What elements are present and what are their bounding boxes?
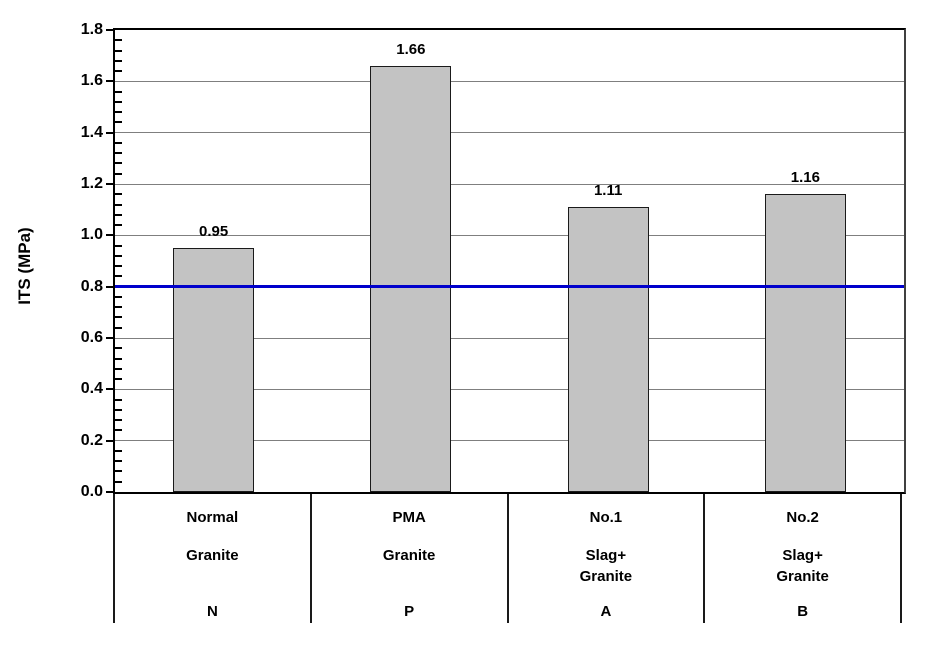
axis-tick	[115, 367, 122, 370]
axis-tick	[115, 203, 122, 206]
category-group-label: PMA	[392, 509, 426, 526]
axis-tick	[115, 224, 122, 227]
y-tick-label: 1.2	[80, 175, 103, 192]
axis-tick	[115, 244, 122, 247]
axis-tick	[115, 152, 122, 155]
axis-tick	[115, 49, 122, 52]
axis-tick	[115, 398, 122, 401]
axis-tick	[115, 378, 122, 381]
y-tick-label: 1.0	[80, 226, 103, 244]
axis-tick	[115, 306, 122, 309]
axis-tick	[106, 131, 115, 134]
axis-tick	[106, 439, 115, 442]
gridline	[115, 132, 904, 134]
axis-tick	[115, 141, 122, 144]
axis-tick	[115, 460, 122, 463]
axis-tick	[115, 419, 122, 422]
axis-tick	[115, 347, 122, 350]
axis-tick	[115, 70, 122, 73]
y-tick-label: 0.4	[80, 380, 103, 398]
axis-tick	[115, 162, 122, 165]
category-code-label: B	[797, 603, 809, 620]
axis-tick	[115, 121, 122, 124]
y-axis-title: ITS (MPa)	[15, 227, 34, 305]
axis-tick	[115, 172, 122, 175]
category-material-label: Granite	[382, 547, 436, 564]
axis-tick	[115, 193, 122, 196]
category-code-label: P	[404, 603, 415, 620]
y-tick-label: 0.6	[80, 329, 103, 346]
category-column-b: No.2 Slag+ Granite B	[705, 494, 900, 623]
x-axis-category-table: Normal Granite N PMA Granite P No.1 Slag…	[113, 494, 902, 623]
y-tick-label: 0.2	[80, 431, 103, 449]
reference-line	[115, 285, 904, 289]
bar-normal-granite[interactable]	[173, 248, 255, 492]
axis-tick	[106, 491, 115, 493]
axis-tick	[115, 254, 122, 257]
axis-tick	[115, 449, 122, 452]
axis-tick	[115, 265, 122, 268]
axis-tick	[115, 100, 122, 103]
axis-tick	[115, 295, 122, 298]
axis-tick	[106, 80, 115, 83]
bar-no1-slag-granite[interactable]	[567, 207, 649, 492]
axis-tick	[106, 183, 115, 185]
axis-tick	[115, 316, 122, 319]
bar-value-label: 1.16	[790, 169, 820, 187]
y-tick-label: 1.4	[80, 123, 103, 141]
gridline	[115, 388, 904, 390]
bar-no2-slag-granite[interactable]	[764, 194, 846, 492]
y-tick-label: 1.6	[80, 72, 103, 90]
axis-tick	[106, 285, 115, 288]
y-tick-label: 0.0	[80, 483, 103, 500]
axis-tick	[106, 234, 115, 237]
y-tick-label: 0.8	[80, 277, 103, 295]
y-tick-label: 1.8	[80, 21, 103, 38]
gridline	[115, 440, 904, 442]
axis-tick	[115, 470, 122, 473]
bar-value-label: 1.66	[396, 40, 426, 58]
category-material-label: Slag+ Granite	[579, 547, 633, 585]
axis-tick	[115, 39, 122, 42]
plot-area: 0.95 1.66 1.11 1.16	[106, 28, 906, 494]
axis-tick	[106, 29, 115, 31]
axis-tick	[115, 408, 122, 411]
axis-tick	[106, 337, 115, 339]
category-column-n: Normal Granite N	[115, 494, 312, 623]
category-code-label: N	[206, 603, 218, 620]
bar-value-label: 1.11	[593, 182, 623, 200]
axis-tick	[115, 326, 122, 329]
category-material-label: Granite	[186, 547, 239, 564]
axis-tick	[115, 275, 122, 278]
axis-tick	[115, 357, 122, 360]
bar-pma-granite[interactable]	[370, 65, 452, 492]
axis-tick	[115, 480, 122, 483]
category-group-label: No.2	[786, 509, 819, 526]
category-group-label: No.1	[589, 509, 623, 526]
category-material-label: Slag+ Granite	[776, 547, 829, 585]
category-group-label: Normal	[186, 509, 239, 526]
axis-tick	[106, 388, 115, 391]
axis-tick	[115, 90, 122, 93]
axis-tick	[115, 111, 122, 114]
category-code-label: A	[600, 603, 612, 620]
axis-tick	[115, 59, 122, 62]
gridline	[115, 337, 904, 339]
axis-tick	[115, 429, 122, 432]
bar-value-label: 0.95	[199, 223, 229, 241]
gridline	[115, 234, 904, 236]
axis-tick	[115, 213, 122, 216]
gridline	[115, 183, 904, 185]
category-column-a: No.1 Slag+ Granite A	[509, 494, 706, 623]
category-column-p: PMA Granite P	[312, 494, 509, 623]
gridline	[115, 80, 904, 82]
